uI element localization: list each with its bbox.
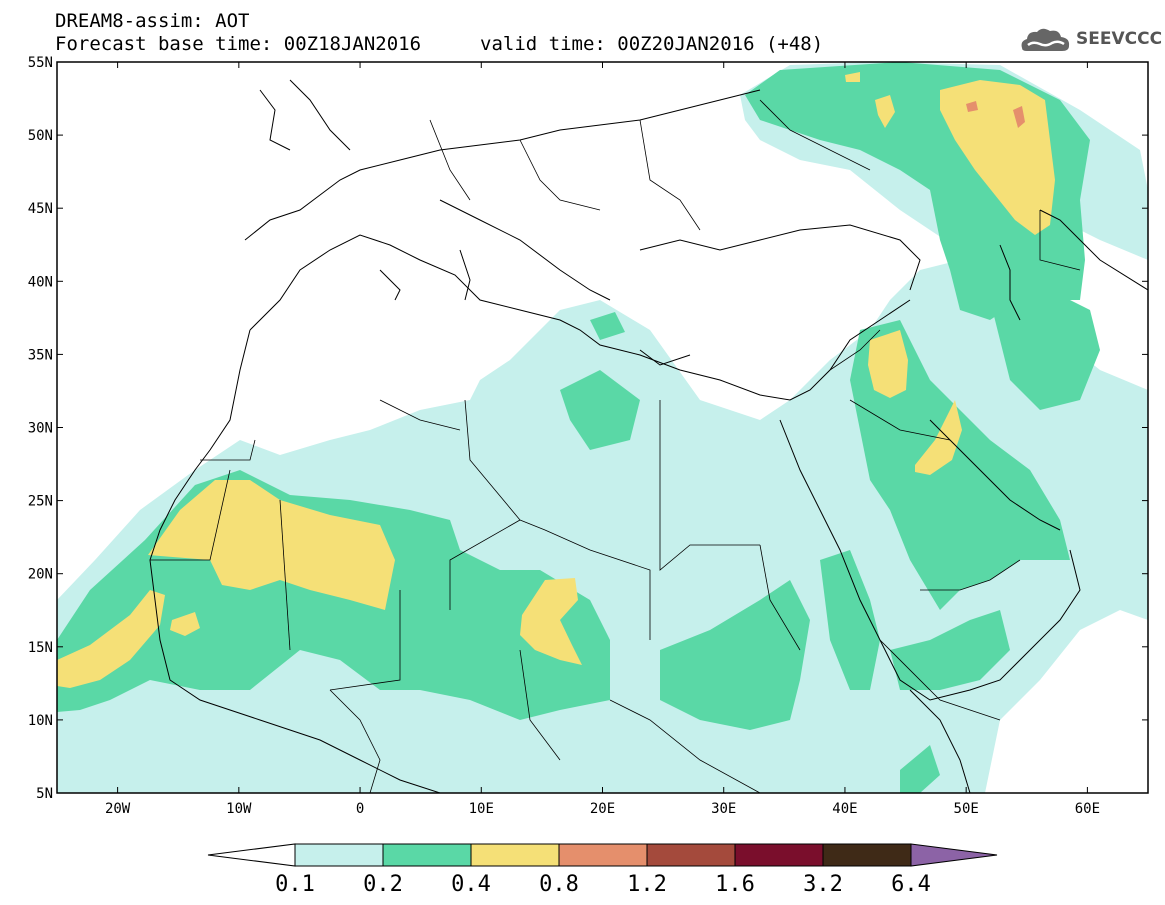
- colorbar-label: 0.1: [275, 872, 315, 897]
- lat-label: 20N: [28, 567, 53, 583]
- lat-label: 40N: [28, 274, 53, 290]
- valid-time: valid time: 00Z20JAN2016 (+48): [480, 33, 824, 55]
- colorbar-segment: [646, 843, 736, 867]
- lat-label: 15N: [28, 640, 53, 656]
- lon-label: 20E: [590, 801, 615, 817]
- colorbar-segment: [734, 843, 824, 867]
- lat-label: 5N: [36, 786, 53, 802]
- lon-label: 10E: [469, 801, 494, 817]
- colorbar-label: 1.2: [627, 872, 667, 897]
- colorbar-segment: [558, 843, 648, 867]
- aot-level-0.8: [966, 101, 1025, 128]
- colorbar-label: 0.8: [539, 872, 579, 897]
- colorbar-segment: [822, 843, 912, 867]
- lon-label: 20W: [105, 801, 131, 817]
- map-title: DREAM8-assim: AOT: [55, 10, 250, 32]
- lon-label: 40E: [832, 801, 857, 817]
- colorbar-label: 0.4: [451, 872, 491, 897]
- lat-label: 35N: [28, 347, 53, 363]
- colorbar-label: 1.6: [715, 872, 755, 897]
- colorbar-over-triangle: [910, 843, 998, 867]
- colorbar-segment: [470, 843, 560, 867]
- lat-label: 55N: [28, 55, 53, 71]
- colorbar-segment: [382, 843, 472, 867]
- colorbar-label: 6.4: [891, 872, 931, 897]
- colorbar-label: 3.2: [803, 872, 843, 897]
- colorbar-under-triangle: [207, 843, 296, 867]
- forecast-base-time: Forecast base time: 00Z18JAN2016: [55, 33, 422, 55]
- lon-label: 10W: [226, 801, 252, 817]
- lon-label: 60E: [1075, 801, 1100, 817]
- longitude-axis: 20W 10W 0 10E 20E 30E 40E 50E 60E: [105, 62, 1100, 817]
- colorbar-label: 0.2: [363, 872, 403, 897]
- lat-label: 50N: [28, 128, 53, 144]
- lon-label: 30E: [711, 801, 736, 817]
- colorbar-segment: [294, 843, 384, 867]
- aot-field: [57, 62, 1148, 793]
- colorbar: 0.1 0.2 0.4 0.8 1.2 1.6 3.2 6.4: [207, 843, 998, 897]
- lat-label: 10N: [28, 713, 53, 729]
- seevccc-logo-icon: [1021, 28, 1070, 51]
- lat-label: 25N: [28, 494, 53, 510]
- latitude-axis: 55N 50N 45N 40N 35N 30N 25N 20N 15N 10N 5N: [28, 55, 1148, 802]
- logo-text: SEEVCCC: [1076, 29, 1163, 49]
- aot-level-0.4: [57, 72, 1055, 688]
- lon-label: 0: [356, 801, 364, 817]
- country-borders: [150, 99, 1081, 793]
- lon-label: 50E: [954, 801, 979, 817]
- coastlines: [149, 79, 1148, 793]
- lat-label: 45N: [28, 201, 53, 217]
- lat-label: 30N: [28, 421, 53, 437]
